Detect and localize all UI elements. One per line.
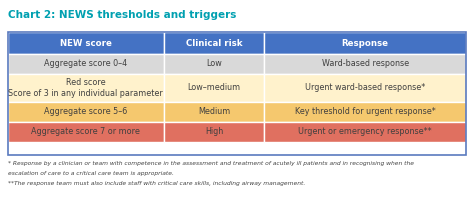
- Bar: [164, 54, 264, 74]
- Text: Medium: Medium: [198, 108, 230, 116]
- Text: Chart 2: NEWS thresholds and triggers: Chart 2: NEWS thresholds and triggers: [8, 10, 237, 20]
- Bar: [8, 32, 466, 155]
- Bar: [8, 74, 164, 102]
- Bar: [164, 74, 264, 102]
- Text: NEW score: NEW score: [60, 38, 112, 47]
- Bar: [264, 54, 466, 74]
- Text: Response: Response: [342, 38, 389, 47]
- Bar: [164, 32, 264, 54]
- Text: Key threshold for urgent response*: Key threshold for urgent response*: [295, 108, 436, 116]
- Bar: [264, 74, 466, 102]
- Text: Low–medium: Low–medium: [188, 83, 241, 93]
- Bar: [264, 102, 466, 122]
- Text: escalation of care to a critical care team is appropriate.: escalation of care to a critical care te…: [8, 171, 174, 176]
- Text: Red score
Score of 3 in any individual parameter: Red score Score of 3 in any individual p…: [9, 78, 163, 98]
- Bar: [164, 102, 264, 122]
- Bar: [264, 122, 466, 142]
- Text: Aggregate score 7 or more: Aggregate score 7 or more: [31, 128, 140, 136]
- Text: Clinical risk: Clinical risk: [186, 38, 242, 47]
- Text: Low: Low: [206, 59, 222, 68]
- Text: **The response team must also include staff with critical care skills, including: **The response team must also include st…: [8, 181, 305, 186]
- Text: Aggregate score 5–6: Aggregate score 5–6: [44, 108, 128, 116]
- Text: Aggregate score 0–4: Aggregate score 0–4: [44, 59, 128, 68]
- Bar: [8, 32, 164, 54]
- Bar: [164, 122, 264, 142]
- Bar: [264, 32, 466, 54]
- Text: Urgent or emergency response**: Urgent or emergency response**: [299, 128, 432, 136]
- Text: High: High: [205, 128, 223, 136]
- Bar: [8, 102, 164, 122]
- Bar: [8, 122, 164, 142]
- Text: Urgent ward-based response*: Urgent ward-based response*: [305, 83, 425, 93]
- Text: * Response by a clinician or team with competence in the assessment and treatmen: * Response by a clinician or team with c…: [8, 161, 414, 166]
- Bar: [8, 54, 164, 74]
- Text: Ward-based response: Ward-based response: [322, 59, 409, 68]
